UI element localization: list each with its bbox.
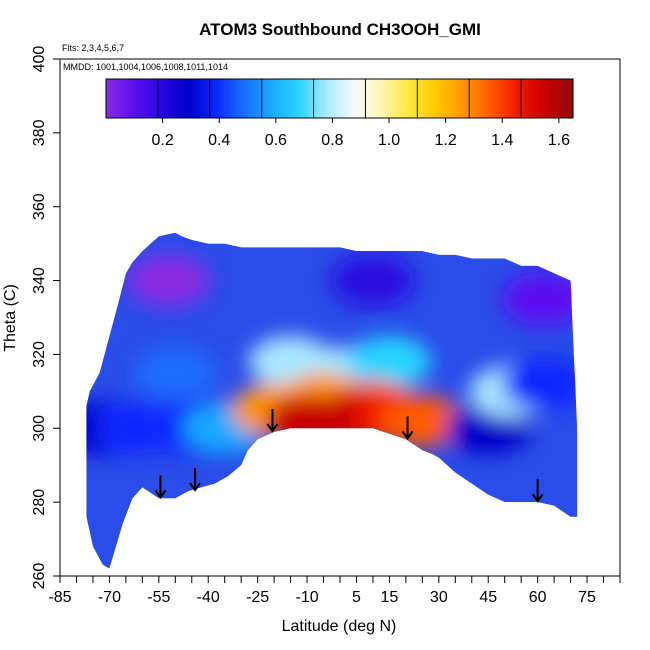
y-tick-label: 260 bbox=[31, 563, 48, 590]
dates-annotation: MMDD: 1001,1004,1006,1008,1011,1014 bbox=[63, 62, 228, 72]
heatmap-cell bbox=[126, 254, 211, 307]
y-tick-label: 400 bbox=[31, 46, 48, 73]
x-tick-label: -70 bbox=[98, 589, 121, 606]
heatmap-clip-group bbox=[86, 232, 578, 569]
y-tick-label: 360 bbox=[31, 193, 48, 220]
y-axis-label: Theta (C) bbox=[2, 284, 19, 352]
colorbar-fill bbox=[106, 79, 573, 118]
x-tick-label: -10 bbox=[295, 589, 318, 606]
colorbar-tick-label: 1.0 bbox=[378, 132, 400, 149]
x-tick-label: 5 bbox=[352, 589, 361, 606]
x-axis-label: Latitude (deg N) bbox=[282, 618, 397, 635]
x-tick-label: -40 bbox=[197, 589, 220, 606]
arrow-marker bbox=[266, 408, 279, 433]
heatmap-features bbox=[86, 254, 578, 455]
y-axis: 260 280 300 320 340 360 380 400 bbox=[31, 46, 60, 590]
heatmap-cell bbox=[502, 357, 578, 410]
y-tick-label: 280 bbox=[31, 489, 48, 516]
arrow-marker bbox=[154, 475, 167, 500]
y-tick-label: 380 bbox=[31, 119, 48, 146]
x-tick-label: 45 bbox=[479, 589, 497, 606]
x-tick-label: 15 bbox=[381, 589, 399, 606]
colorbar-tick-label: 0.4 bbox=[208, 132, 230, 149]
colorbar-tick-label: 1.4 bbox=[491, 132, 513, 149]
y-tick-label: 320 bbox=[31, 341, 48, 368]
heatmap-cell bbox=[133, 346, 218, 399]
arrow-marker bbox=[401, 416, 414, 441]
x-tick-label: 60 bbox=[529, 589, 547, 606]
y-tick-label: 340 bbox=[31, 267, 48, 294]
x-axis: -85 -70 -55 -40 -25 -10 5 15 30 45 60 75 bbox=[48, 576, 621, 606]
heatmap-cell bbox=[347, 335, 432, 388]
x-tick-label: 30 bbox=[430, 589, 448, 606]
x-tick-label: -85 bbox=[48, 589, 71, 606]
arrow-markers bbox=[154, 408, 544, 503]
chart-title: ATOM3 Southbound CH3OOH_GMI bbox=[199, 20, 481, 39]
heatmap-cell bbox=[380, 394, 465, 447]
arrow-marker bbox=[531, 479, 544, 503]
x-tick-label: -55 bbox=[147, 589, 170, 606]
y-tick-label: 300 bbox=[31, 415, 48, 442]
heatmap-cell bbox=[502, 273, 578, 326]
x-tick-label: 75 bbox=[578, 589, 596, 606]
heatmap-cell bbox=[330, 254, 415, 307]
x-tick-label: -25 bbox=[246, 589, 269, 606]
colorbar-tick-label: 1.6 bbox=[548, 132, 570, 149]
colorbar-tick-label: 0.8 bbox=[321, 132, 343, 149]
colorbar-tick-label: 0.2 bbox=[151, 132, 173, 149]
colorbar-tick-label: 1.2 bbox=[435, 132, 457, 149]
arrow-marker bbox=[189, 468, 201, 492]
colorbar: 0.2 0.4 0.6 0.8 1.0 1.2 1.4 1.6 bbox=[105, 78, 574, 149]
colorbar-frame bbox=[105, 78, 574, 119]
colorbar-tick-label: 0.6 bbox=[265, 132, 287, 149]
heatmap-field bbox=[86, 232, 578, 569]
flights-annotation: Flts: 2,3,4,5,6,7 bbox=[62, 43, 124, 53]
